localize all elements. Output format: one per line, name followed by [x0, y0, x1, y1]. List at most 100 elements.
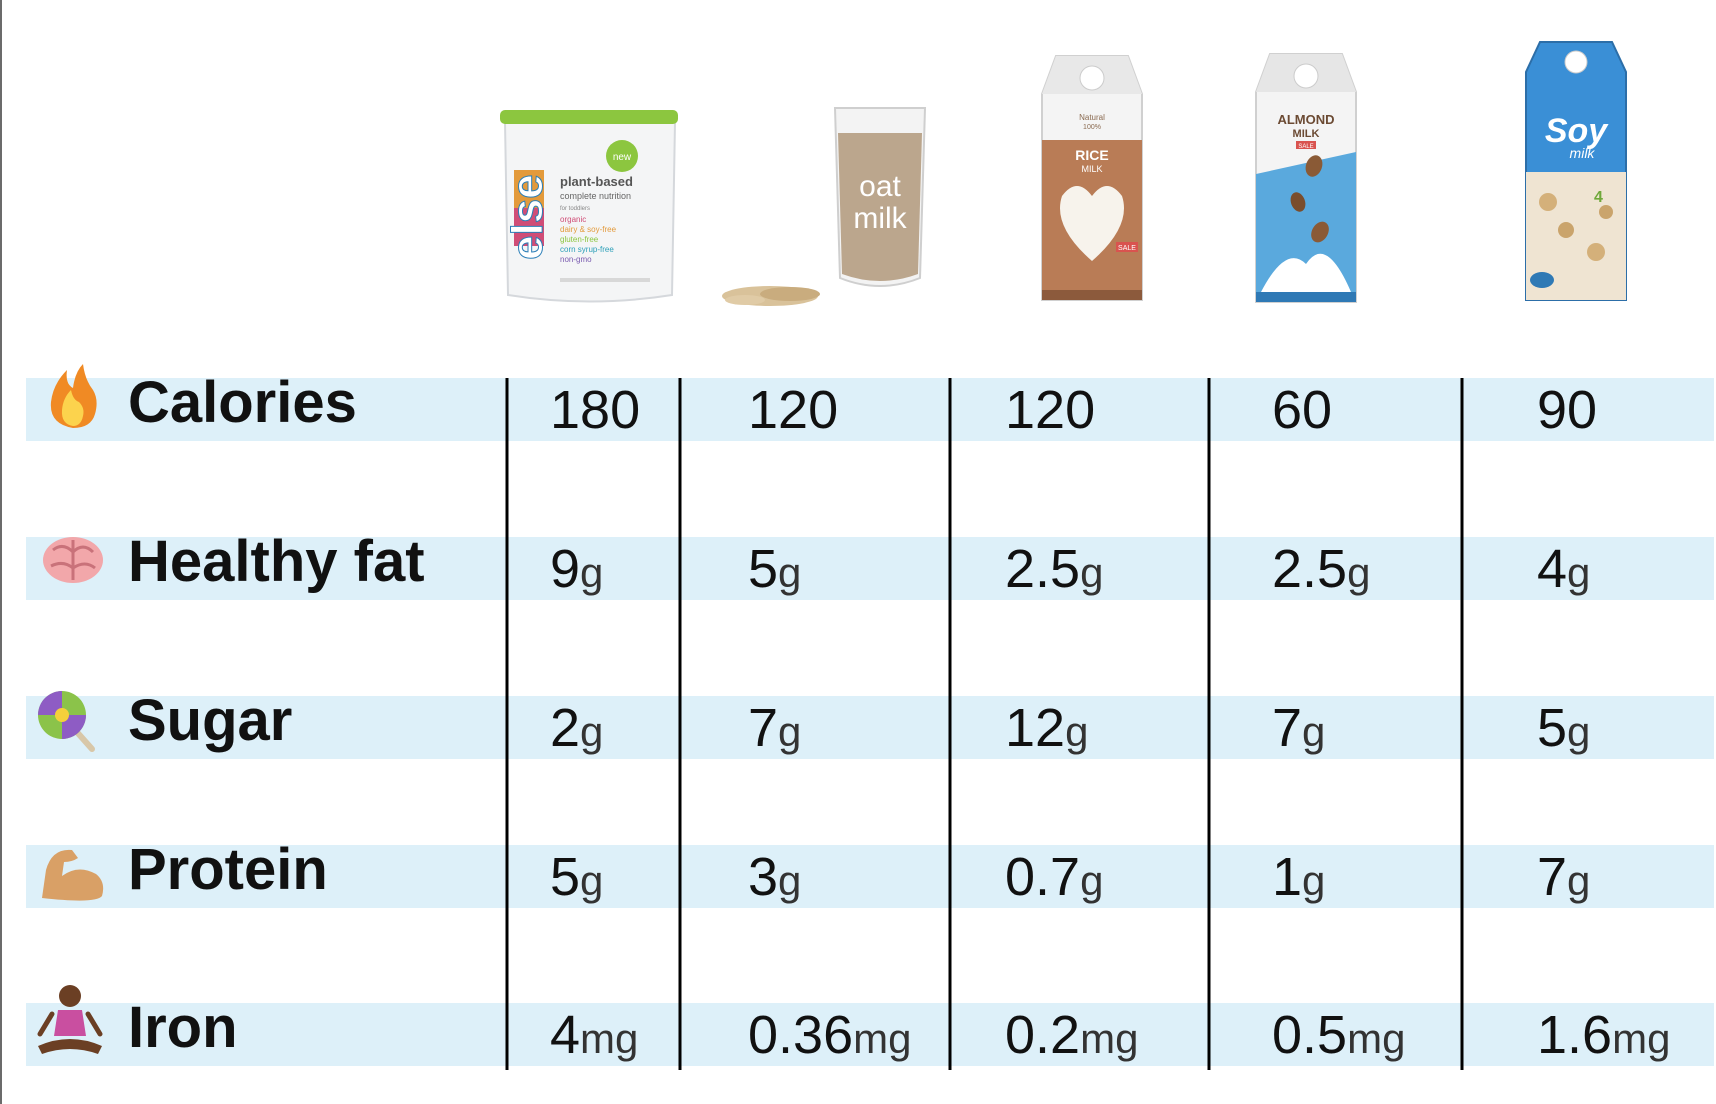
almond-sale-text: SALE — [1298, 144, 1313, 150]
cell-2-0: 2g — [550, 698, 603, 758]
row-label-0: Calories — [128, 370, 357, 435]
cell-0-3: 60 — [1272, 380, 1332, 440]
column-dividers — [505, 378, 1464, 1070]
soy-milk-carton-image: Soy milk 4 — [1525, 41, 1627, 301]
cell-unit-3-1: g — [778, 857, 801, 904]
row-labels: Calories Healthy fat Sugar Protein Iron — [128, 370, 425, 1060]
row-band-4 — [26, 1003, 1714, 1066]
rice-natural-text: Natural — [1079, 113, 1105, 122]
rice-sale-text: SALE — [1118, 245, 1136, 252]
cell-value-1-4: 4 — [1537, 539, 1567, 599]
else-line-4: organic — [560, 215, 586, 224]
cell-unit-4-0: mg — [580, 1015, 638, 1062]
cell-2-1: 7g — [748, 698, 801, 758]
cell-value-2-2: 12 — [1005, 698, 1065, 758]
cell-3-0: 5g — [550, 847, 603, 907]
meditating-person-icon — [37, 985, 103, 1054]
cell-value-4-0: 4 — [550, 1005, 580, 1065]
cell-unit-3-3: g — [1302, 857, 1325, 904]
almond-milk-text: MILK — [1293, 128, 1320, 140]
cell-value-1-0: 9 — [550, 539, 580, 599]
rice-milk-carton-image: Natural 100% RICE MILK SALE — [1041, 55, 1143, 301]
cell-unit-2-2: g — [1065, 708, 1088, 755]
else-can-image: else new plant-based complete nutrition … — [500, 110, 678, 303]
cell-value-4-1: 0.36 — [748, 1005, 853, 1065]
row-band-1 — [26, 537, 1714, 600]
cell-value-3-0: 5 — [550, 847, 580, 907]
cell-value-4-3: 0.5 — [1272, 1005, 1347, 1065]
almond-text: ALMOND — [1277, 112, 1334, 127]
cell-value-3-1: 3 — [748, 847, 778, 907]
cell-4-4: 1.6mg — [1537, 1005, 1670, 1065]
cell-unit-1-4: g — [1567, 549, 1590, 596]
cell-value-2-1: 7 — [748, 698, 778, 758]
row-icons — [37, 364, 104, 1054]
cell-2-4: 5g — [1537, 698, 1590, 758]
cell-value-2-3: 7 — [1272, 698, 1302, 758]
cell-3-3: 1g — [1272, 847, 1325, 907]
else-line-5: dairy & soy-free — [560, 225, 617, 234]
row-label-4: Iron — [128, 995, 238, 1060]
cell-unit-3-4: g — [1567, 857, 1590, 904]
cell-0-0: 180 — [550, 380, 640, 440]
cell-value-0-1: 120 — [748, 380, 838, 440]
soy-milk-text: milk — [1570, 145, 1596, 161]
cell-2-3: 7g — [1272, 698, 1325, 758]
row-band-3 — [26, 845, 1714, 908]
cell-3-4: 7g — [1537, 847, 1590, 907]
cell-unit-1-3: g — [1347, 549, 1370, 596]
else-line-8: non-gmo — [560, 255, 592, 264]
cell-value-3-4: 7 — [1537, 847, 1567, 907]
soy-text: Soy — [1545, 112, 1609, 150]
else-line-1: plant-based — [560, 174, 633, 189]
row-band-0 — [26, 378, 1714, 441]
cell-value-3-2: 0.7 — [1005, 847, 1080, 907]
cell-1-2: 2.5g — [1005, 539, 1103, 599]
cell-unit-4-4: mg — [1612, 1015, 1670, 1062]
cell-4-0: 4mg — [550, 1005, 638, 1065]
cell-value-1-3: 2.5 — [1272, 539, 1347, 599]
cell-1-1: 5g — [748, 539, 801, 599]
fire-icon — [50, 364, 97, 428]
brain-icon — [43, 537, 103, 583]
cell-unit-2-4: g — [1567, 708, 1590, 755]
cell-unit-4-2: mg — [1080, 1015, 1138, 1062]
cell-4-3: 0.5mg — [1272, 1005, 1405, 1065]
cell-value-4-4: 1.6 — [1537, 1005, 1612, 1065]
else-line-7: corn syrup-free — [560, 245, 614, 254]
cell-unit-1-2: g — [1080, 549, 1103, 596]
cell-unit-3-0: g — [580, 857, 603, 904]
oat-text: oat — [859, 170, 901, 203]
cell-unit-4-1: mg — [853, 1015, 911, 1062]
oat-milk-glass-image: oat milk — [722, 107, 927, 306]
milk-text: milk — [853, 202, 907, 235]
cell-0-2: 120 — [1005, 380, 1095, 440]
row-band-2 — [26, 696, 1714, 759]
rice-milk-label-text: MILK — [1081, 164, 1102, 174]
row-label-3: Protein — [128, 837, 328, 902]
left-border-line — [0, 0, 2, 1104]
cell-unit-3-2: g — [1080, 857, 1103, 904]
cell-unit-2-3: g — [1302, 708, 1325, 755]
cell-value-3-3: 1 — [1272, 847, 1302, 907]
flexed-bicep-icon — [42, 849, 104, 901]
cell-0-1: 120 — [748, 380, 838, 440]
cell-value-2-0: 2 — [550, 698, 580, 758]
cell-4-2: 0.2mg — [1005, 1005, 1138, 1065]
almond-milk-carton-image: ALMOND MILK SALE — [1255, 53, 1357, 303]
cell-value-4-2: 0.2 — [1005, 1005, 1080, 1065]
rice-100-text: 100% — [1083, 124, 1101, 131]
cell-unit-2-1: g — [778, 708, 801, 755]
cell-2-2: 12g — [1005, 698, 1088, 758]
cell-3-1: 3g — [748, 847, 801, 907]
cell-0-4: 90 — [1537, 380, 1597, 440]
cell-1-0: 9g — [550, 539, 603, 599]
lollipop-icon — [38, 691, 95, 752]
cell-3-2: 0.7g — [1005, 847, 1103, 907]
else-line-3: for toddlers — [560, 206, 590, 212]
soy-4-text: 4 — [1594, 189, 1603, 206]
else-line-2: complete nutrition — [560, 191, 631, 201]
cell-unit-4-3: mg — [1347, 1015, 1405, 1062]
